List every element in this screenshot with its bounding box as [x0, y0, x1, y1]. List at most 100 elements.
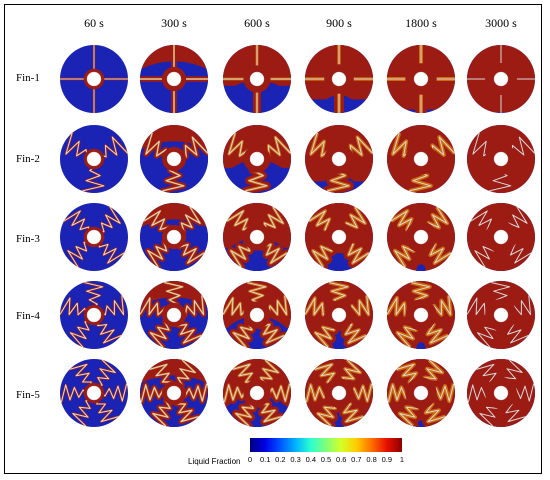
- time-label-1800s: 1800 s: [405, 16, 437, 30]
- colorbar-tick-label: 0.5: [321, 455, 331, 464]
- disc-fin1-t5: [467, 45, 535, 113]
- fin-line: [98, 240, 125, 264]
- heat-tube: [166, 307, 182, 323]
- colorbar-tick-label: 0.1: [260, 455, 270, 464]
- heat-tube: [86, 71, 102, 87]
- heat-tube: [493, 307, 509, 323]
- fin-line: [69, 363, 92, 389]
- colorbar-tick-label: 0.2: [275, 455, 285, 464]
- heat-tube: [166, 151, 182, 167]
- disc-fin2-t2: [223, 125, 291, 193]
- fin-label-2: Fin-2: [16, 153, 40, 165]
- heat-tube: [86, 307, 102, 323]
- fin-line: [63, 210, 90, 234]
- heat-tube: [413, 151, 429, 167]
- disc-fin4-t4: [387, 281, 455, 349]
- solid-pocket: [140, 61, 208, 113]
- heat-tube: [493, 229, 509, 245]
- solid-pocket: [319, 95, 359, 113]
- fin-label-3: Fin-3: [16, 233, 40, 245]
- disc-fin2-t5: [467, 125, 535, 193]
- heat-tube: [413, 307, 429, 323]
- heat-tube: [331, 71, 347, 87]
- heat-tube: [493, 151, 509, 167]
- disc-fin4-t5: [467, 281, 535, 349]
- fin-line: [60, 297, 88, 316]
- disc-fin5-t3: [305, 359, 373, 427]
- fin-line: [83, 282, 104, 309]
- heat-tube: [86, 151, 102, 167]
- heat-tube: [249, 151, 265, 167]
- disc-fin5-t0: [60, 359, 128, 427]
- disc-fin1-t3: [305, 45, 373, 113]
- fin-line: [69, 320, 92, 348]
- colorbar-tick-label: 0.7: [351, 455, 361, 464]
- disc-fin3-t0: [60, 203, 128, 271]
- colorbar-tick-label: 1: [400, 455, 404, 464]
- disc-fin1-t0: [60, 45, 128, 113]
- fin-line: [95, 359, 116, 387]
- heat-tube: [413, 385, 429, 401]
- disc-fin3-t3: [305, 203, 373, 271]
- solid-pocket: [416, 342, 426, 349]
- colorbar-tick-label: 0.3: [290, 455, 300, 464]
- time-label-3000s: 3000 s: [485, 16, 517, 30]
- time-label-900s: 900 s: [326, 16, 352, 30]
- disc-fin3-t2: [223, 203, 291, 271]
- fin-line: [99, 295, 124, 316]
- time-label-600s: 600 s: [244, 16, 270, 30]
- solid-pocket: [140, 141, 208, 193]
- solid-pocket: [416, 264, 426, 271]
- fin-line: [65, 132, 88, 158]
- heat-tube: [331, 151, 347, 167]
- fin-line: [98, 136, 128, 158]
- heat-tube: [413, 71, 429, 87]
- disc-fin4-t1: [140, 281, 208, 349]
- disc-fin1-t2: [223, 45, 291, 113]
- heat-tube: [166, 229, 182, 245]
- heat-tube: [249, 307, 265, 323]
- heat-tube: [166, 385, 182, 401]
- fin-label-1: Fin-1: [16, 72, 40, 84]
- disc-fin4-t2: [223, 281, 291, 349]
- fin-line: [67, 241, 91, 268]
- colorbar-tick-label: 0: [248, 455, 252, 464]
- heat-tube: [331, 229, 347, 245]
- fin-line: [60, 384, 88, 403]
- solid-pocket: [140, 297, 208, 349]
- fin-line: [97, 318, 122, 344]
- colorbar-tick-label: 0.4: [306, 455, 316, 464]
- disc-fin5-t5: [467, 359, 535, 427]
- heat-tube: [493, 385, 509, 401]
- solid-pocket: [223, 160, 291, 193]
- fin-label-4: Fin-4: [16, 310, 40, 322]
- fin-line: [96, 397, 119, 423]
- fin-line: [72, 399, 93, 427]
- fin-line: [97, 206, 121, 233]
- heat-tube: [166, 71, 182, 87]
- colorbar-tick-label: 0.9: [382, 455, 392, 464]
- heat-tube: [331, 385, 347, 401]
- heat-tube: [331, 307, 347, 323]
- time-label-60s: 60 s: [84, 16, 104, 30]
- colorbar: [250, 438, 402, 452]
- disc-fin2-t0: [60, 125, 128, 193]
- fin-line: [100, 383, 128, 402]
- disc-fin2-t4: [387, 125, 455, 193]
- heat-tube: [86, 229, 102, 245]
- heat-tube: [249, 385, 265, 401]
- fin-label-5: Fin-5: [16, 389, 40, 401]
- disc-fin3-t5: [467, 203, 535, 271]
- heat-tube: [86, 385, 102, 401]
- disc-fin3-t4: [387, 203, 455, 271]
- disc-fin3-t1: [140, 203, 208, 271]
- solid-pocket: [223, 80, 291, 113]
- disc-fin1-t1: [140, 45, 208, 113]
- disc-fin5-t2: [223, 359, 291, 427]
- colorbar-tick-label: 0.6: [336, 455, 346, 464]
- heat-tube: [249, 229, 265, 245]
- heat-tube: [249, 71, 265, 87]
- time-label-300s: 300 s: [161, 16, 187, 30]
- disc-fin4-t3: [305, 281, 373, 349]
